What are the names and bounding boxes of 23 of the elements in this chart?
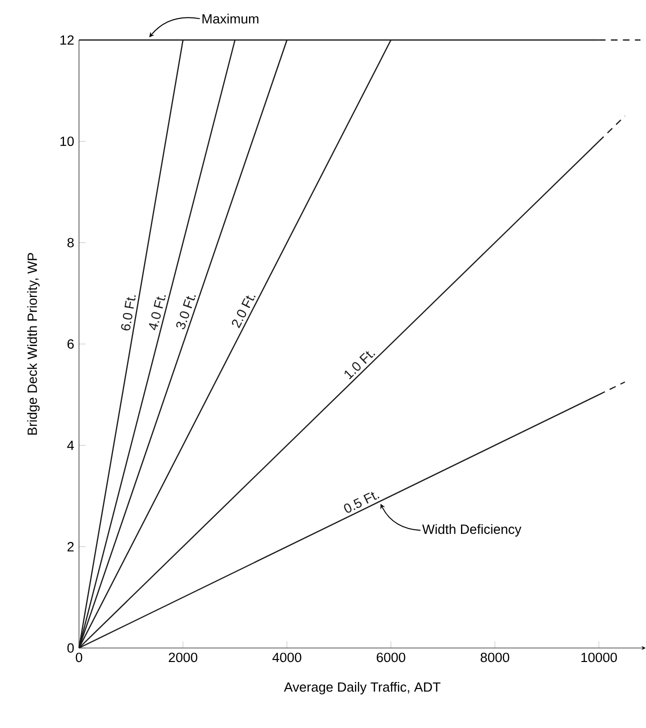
x-tick-label: 2000 bbox=[168, 652, 198, 662]
annotation: Maximum bbox=[202, 14, 258, 24]
y-tick-label: 12 bbox=[60, 35, 74, 45]
text: 0.5 Ft. bbox=[344, 492, 380, 513]
y-tick-label: 0 bbox=[67, 643, 74, 653]
text: 1.0 Ft. bbox=[344, 351, 376, 380]
text: 6.0 Ft. bbox=[121, 295, 136, 330]
y-tick-label: 4 bbox=[67, 440, 74, 450]
y-tick-label: 6 bbox=[68, 339, 74, 349]
text: 4.0 Ft. bbox=[149, 295, 166, 330]
y-tick-label: 8 bbox=[67, 238, 74, 248]
annotation: Width Deficiency bbox=[422, 524, 522, 537]
x-axis-title: Average Daily Traffic, ADT bbox=[284, 682, 440, 694]
x-tick-label: 10000 bbox=[581, 652, 617, 662]
x-tick-label: 0 bbox=[76, 652, 82, 662]
text: 2.0 Ft. bbox=[232, 296, 256, 328]
text: 3.0 Ft. bbox=[176, 295, 196, 330]
y-tick-label: 2 bbox=[68, 542, 74, 552]
y-tick-label: 10 bbox=[60, 136, 74, 146]
y-axis-title: Bridge Deck Width Priority, WP bbox=[27, 252, 40, 435]
x-tick-label: 8000 bbox=[480, 652, 510, 662]
x-tick-label: 4000 bbox=[272, 652, 302, 662]
x-tick-label: 6000 bbox=[376, 652, 406, 662]
